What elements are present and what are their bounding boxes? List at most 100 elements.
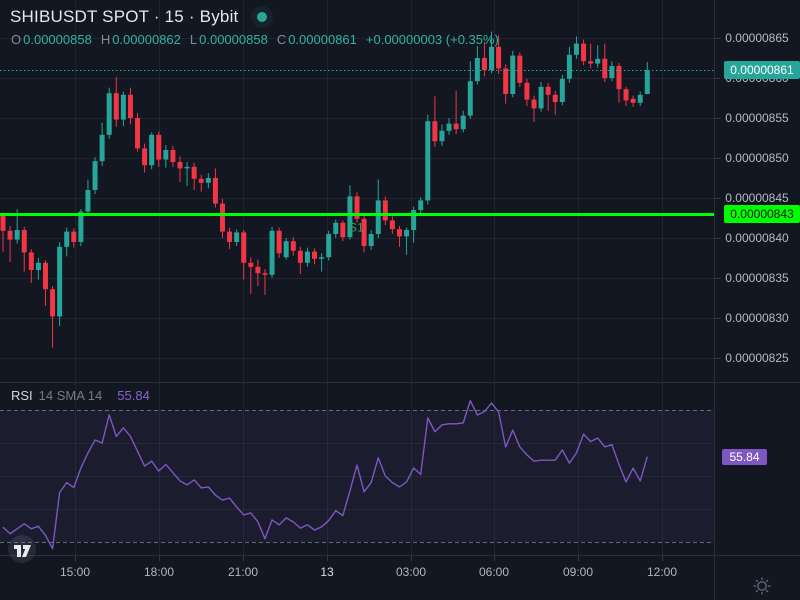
time-axis-label: 18:00 bbox=[143, 565, 175, 579]
rsi-line bbox=[2, 400, 648, 550]
candle-body bbox=[609, 66, 615, 78]
candle-body bbox=[184, 166, 190, 169]
candle-body bbox=[432, 121, 438, 142]
close-value: 0.00000861 bbox=[288, 32, 357, 47]
low-label: L bbox=[189, 32, 198, 47]
sun-icon bbox=[753, 577, 771, 595]
candle-body bbox=[113, 93, 119, 120]
candle-body bbox=[120, 94, 126, 120]
candle-body bbox=[142, 148, 148, 166]
ohlc-close: C 0.00000861 bbox=[277, 32, 357, 47]
candle-body bbox=[595, 58, 601, 64]
candle-body bbox=[396, 229, 402, 237]
candle-body bbox=[304, 251, 310, 263]
candle-body bbox=[545, 86, 551, 95]
time-axis-label: 03:00 bbox=[395, 565, 427, 579]
candle-body bbox=[630, 98, 636, 103]
s1-level-badge: 0.00000843 bbox=[724, 205, 800, 223]
candle-body bbox=[347, 196, 353, 238]
candle-body bbox=[106, 93, 112, 135]
candle-body bbox=[354, 196, 360, 219]
candle-body bbox=[163, 150, 169, 160]
candle-body bbox=[14, 230, 20, 240]
candle-body bbox=[7, 230, 13, 240]
low-value: 0.00000858 bbox=[199, 32, 268, 47]
s1-line-label: S1 bbox=[349, 221, 364, 235]
candle-body bbox=[57, 246, 63, 317]
candle-body bbox=[283, 241, 289, 258]
candle-body bbox=[616, 66, 622, 90]
candle-body bbox=[524, 82, 530, 100]
candle-body bbox=[92, 161, 98, 190]
candle-body bbox=[234, 232, 240, 242]
candle-body bbox=[319, 257, 325, 259]
candle-body bbox=[0, 215, 6, 231]
candle-body bbox=[35, 262, 41, 270]
price-axis-label: 0.00000825 bbox=[725, 351, 789, 365]
price-axis-label: 0.00000830 bbox=[725, 311, 789, 325]
candle-body bbox=[149, 134, 155, 166]
rsi-band bbox=[0, 410, 714, 542]
candle-body bbox=[50, 289, 56, 317]
candle-body bbox=[312, 251, 318, 259]
candle-body bbox=[404, 230, 410, 237]
candle-body bbox=[517, 55, 523, 83]
time-axis-label: 21:00 bbox=[227, 565, 259, 579]
candle-body bbox=[411, 210, 417, 230]
price-axis-label: 0.00000840 bbox=[725, 231, 789, 245]
candle-body bbox=[382, 200, 388, 221]
open-label: O bbox=[11, 32, 22, 47]
candle-body bbox=[99, 134, 105, 162]
time-axis[interactable]: 15:00 18:00 21:00 13 03:00 06:00 09:00 12:00 bbox=[0, 555, 800, 600]
candle-body bbox=[269, 230, 275, 275]
rsi-pane-header: RSI 14 SMA 14 55.84 bbox=[11, 388, 150, 403]
candle-body bbox=[637, 94, 643, 103]
candle-body bbox=[538, 86, 544, 109]
symbol-header: SHIBUSDT SPOT · 15 · Bybit bbox=[10, 6, 274, 28]
sun-theme-toggle-button[interactable] bbox=[750, 574, 774, 598]
candle-body bbox=[581, 43, 587, 62]
candle-body bbox=[389, 220, 395, 230]
close-label: C bbox=[276, 32, 287, 47]
high-label: H bbox=[100, 32, 111, 47]
candle-body bbox=[64, 231, 70, 247]
candle-body bbox=[241, 232, 247, 263]
candle-body bbox=[191, 166, 197, 179]
price-axis[interactable]: 0.000008650.000008600.000008550.00000850… bbox=[714, 0, 800, 555]
rsi-indicator-params: 14 SMA 14 bbox=[38, 388, 103, 403]
candle-body bbox=[156, 134, 162, 160]
tradingview-logo[interactable] bbox=[8, 535, 36, 563]
candle-body bbox=[489, 46, 495, 70]
rsi-indicator-name[interactable]: RSI bbox=[11, 388, 33, 403]
candle-body bbox=[644, 70, 650, 94]
price-axis-label: 0.00000855 bbox=[725, 111, 789, 125]
candle-body bbox=[276, 230, 282, 254]
symbol-title[interactable]: SHIBUSDT SPOT · 15 · Bybit bbox=[10, 7, 239, 26]
candle-body bbox=[42, 262, 48, 290]
tradingview-logo-icon bbox=[14, 545, 31, 557]
time-axis-label: 06:00 bbox=[478, 565, 510, 579]
ohlc-row: O 0.00000858 H 0.00000862 L 0.00000858 C 0.0… bbox=[11, 32, 499, 47]
price-axis-label: 0.00000850 bbox=[725, 151, 789, 165]
candle-body bbox=[566, 54, 572, 79]
candle-body bbox=[333, 222, 339, 234]
ohlc-high: H 0.00000862 bbox=[101, 32, 181, 47]
candle-body bbox=[262, 273, 268, 275]
candle-body bbox=[290, 241, 296, 251]
candle-body bbox=[446, 123, 452, 131]
change-value: +0.00000003 (+0.35%) bbox=[365, 32, 499, 47]
candle-body bbox=[623, 89, 629, 101]
candle-body bbox=[198, 178, 204, 183]
candle-body bbox=[425, 121, 431, 201]
ohlc-low: L 0.00000858 bbox=[190, 32, 268, 47]
time-axis-label: 09:00 bbox=[562, 565, 594, 579]
candle-body bbox=[170, 150, 176, 162]
current-price-badge: 0.00000861 bbox=[724, 61, 800, 79]
candle-body bbox=[127, 94, 133, 118]
candle-body bbox=[510, 55, 516, 94]
candle-body bbox=[135, 118, 141, 149]
open-value: 0.00000858 bbox=[23, 32, 92, 47]
provider-status-icon[interactable] bbox=[251, 6, 274, 28]
